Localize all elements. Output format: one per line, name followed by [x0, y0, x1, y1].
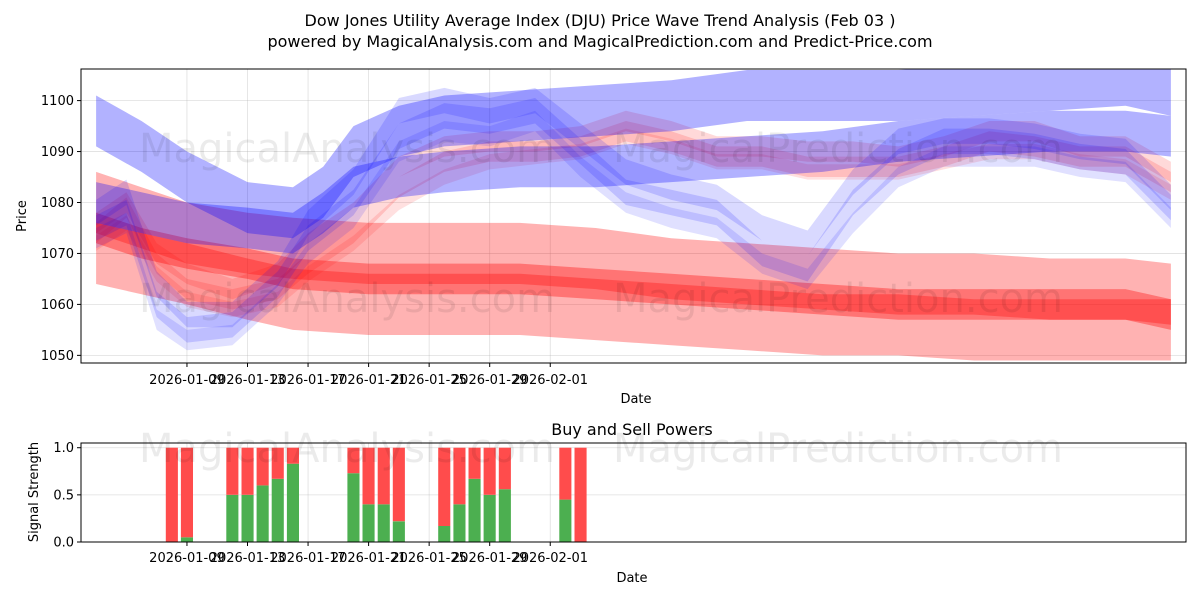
- price-wave-panel: MagicalAnalysis.com MagicalPrediction.co…: [15, 68, 1187, 407]
- price-band-red-wide-lower: [96, 222, 1171, 361]
- watermark-left-mid: MagicalAnalysis.com: [139, 276, 555, 322]
- buy-sell-x-axis-label: Date: [616, 571, 647, 586]
- buy-sell-y-tick-label: 0.0: [53, 536, 74, 551]
- price-y-tick-label: 1090: [41, 145, 74, 160]
- sell-bar: [180, 447, 193, 538]
- price-y-tick-label: 1060: [41, 298, 74, 313]
- buy-bar: [392, 521, 405, 542]
- buy-bar: [483, 494, 496, 542]
- buy-bar: [347, 473, 360, 542]
- buy-sell-x-tick-label: 2026-01-25: [391, 551, 467, 566]
- buy-bar: [377, 504, 390, 542]
- buy-sell-bars: [165, 447, 587, 542]
- buy-bar: [180, 537, 193, 542]
- buy-sell-x-tick-label: 2026-01-21: [331, 551, 407, 566]
- sell-bar: [271, 447, 284, 479]
- price-x-tick-label: 2026-01-25: [391, 373, 467, 388]
- price-bands: [96, 69, 1171, 361]
- sell-bar: [226, 447, 239, 495]
- buy-sell-ticks: 0.00.51.02026-01-092026-01-132026-01-172…: [53, 441, 588, 566]
- sell-bar: [241, 447, 254, 495]
- buy-sell-y-tick-label: 1.0: [53, 441, 74, 456]
- buy-bar: [498, 489, 511, 542]
- sell-bar: [453, 447, 466, 505]
- sell-bar: [468, 447, 481, 479]
- price-y-tick-label: 1070: [41, 247, 74, 262]
- watermark-right-top: MagicalPrediction.com: [613, 126, 1063, 172]
- price-x-tick-label: 2026-01-29: [452, 373, 528, 388]
- buy-bar: [559, 499, 572, 542]
- price-band-red-wave-1: [96, 110, 1171, 300]
- sell-bar: [574, 447, 587, 542]
- sell-bar: [559, 447, 572, 500]
- sell-bar: [377, 447, 390, 505]
- price-band-blue-wave-2: [96, 98, 1171, 343]
- price-band-blue-wave-3: [96, 110, 1171, 351]
- buy-sell-x-tick-label: 2026-01-17: [270, 551, 346, 566]
- sell-bar: [483, 447, 496, 495]
- price-y-tick-label: 1050: [41, 349, 74, 364]
- price-x-tick-label: 2026-02-01: [512, 373, 588, 388]
- sell-bar: [256, 447, 269, 486]
- price-grid: [81, 69, 1186, 363]
- watermark-left-bottom: MagicalAnalysis.com: [139, 426, 555, 472]
- price-band-blue-upper-big: [96, 69, 1171, 239]
- watermark-right-bottom: MagicalPrediction.com: [613, 426, 1063, 472]
- price-band-red-wide-upper: [96, 171, 1171, 325]
- sell-bar: [498, 447, 511, 490]
- buy-sell-title: Buy and Sell Powers: [551, 420, 713, 439]
- chart-title-line1: Dow Jones Utility Average Index (DJU) Pr…: [305, 11, 896, 30]
- buy-bar: [362, 504, 375, 542]
- price-y-axis-label: Price: [15, 200, 30, 232]
- price-band-red-wave-2: [96, 121, 1171, 310]
- buy-bar: [286, 463, 299, 542]
- buy-bar: [256, 485, 269, 542]
- buy-sell-axes-frame: [80, 442, 1187, 543]
- sell-bar: [347, 447, 360, 474]
- price-y-tick-label: 1100: [41, 94, 74, 109]
- buy-sell-x-tick-label: 2026-01-29: [452, 551, 528, 566]
- price-band-blue-lower-big: [96, 110, 1171, 254]
- buy-sell-x-tick-label: 2026-01-09: [149, 551, 225, 566]
- price-x-tick-label: 2026-01-21: [331, 373, 407, 388]
- buy-bar: [453, 504, 466, 542]
- buy-bar: [226, 494, 239, 542]
- buy-sell-panel: Buy and Sell Powers MagicalAnalysis.com …: [27, 420, 1187, 586]
- buy-bar: [468, 478, 481, 542]
- price-ticks: 1050106010701080109011002026-01-092026-0…: [41, 94, 588, 388]
- price-x-tick-label: 2026-01-17: [270, 373, 346, 388]
- watermark-right-mid: MagicalPrediction.com: [613, 276, 1063, 322]
- sell-bar: [286, 447, 299, 464]
- buy-bar: [438, 526, 451, 542]
- sell-bar: [165, 447, 178, 542]
- buy-sell-y-axis-label: Signal Strength: [27, 442, 42, 542]
- chart-title-line2: powered by MagicalAnalysis.com and Magic…: [267, 32, 932, 51]
- buy-bar: [241, 494, 254, 542]
- sell-bar: [362, 447, 375, 505]
- price-band-red-core: [96, 212, 1171, 330]
- buy-sell-y-tick-label: 0.5: [53, 488, 74, 503]
- price-axes-frame: [80, 68, 1187, 364]
- sell-bar: [392, 447, 405, 522]
- buy-bar: [271, 478, 284, 542]
- watermark-left-top: MagicalAnalysis.com: [139, 126, 555, 172]
- buy-sell-x-tick-label: 2026-02-01: [512, 551, 588, 566]
- price-x-tick-label: 2026-01-13: [210, 373, 286, 388]
- price-x-axis-label: Date: [620, 392, 651, 407]
- price-y-tick-label: 1080: [41, 196, 74, 211]
- price-x-tick-label: 2026-01-09: [149, 373, 225, 388]
- price-band-blue-wave-1: [96, 87, 1171, 328]
- sell-bar: [438, 447, 451, 526]
- buy-sell-x-tick-label: 2026-01-13: [210, 551, 286, 566]
- price-band-red-wave-3: [96, 128, 1171, 318]
